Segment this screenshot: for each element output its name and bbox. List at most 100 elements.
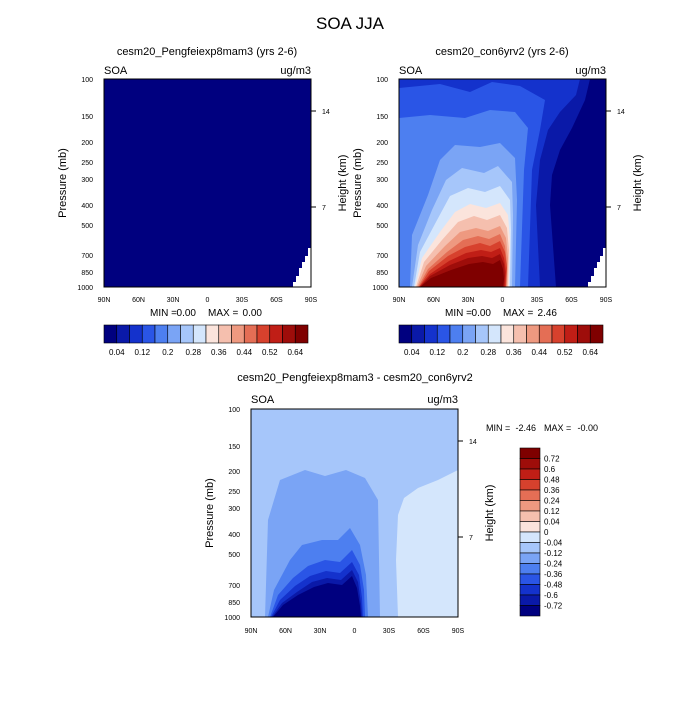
panel-3-right-ticks: 14 7 <box>458 439 477 542</box>
figure-title: SOA JJA <box>316 14 385 33</box>
y-tick-label: 500 <box>376 223 388 230</box>
y-tick-label: 200 <box>81 140 93 147</box>
colorbar-swatch <box>269 324 283 344</box>
colorbar-label: 0.36 <box>506 348 522 357</box>
colorbar-label: 0.04 <box>404 348 420 357</box>
y-tick-label: 150 <box>228 444 240 451</box>
x-tick-label: 60S <box>565 297 578 304</box>
x-tick-label: 90S <box>452 628 465 635</box>
colorbar-swatch <box>519 552 541 564</box>
colorbar-swatch <box>462 324 476 344</box>
y-tick-label: 250 <box>228 489 240 496</box>
colorbar-swatch <box>519 531 541 543</box>
panel-2-left-string: SOA <box>399 65 423 77</box>
colorbar-swatch <box>519 521 541 533</box>
colorbar-swatch <box>116 324 130 344</box>
panel-2-right-string: ug/m3 <box>575 65 606 77</box>
colorbar-swatch <box>167 324 181 344</box>
x-tick-label: 60N <box>427 297 440 304</box>
colorbar-label: 0.44 <box>236 348 252 357</box>
min-label: MIN = <box>445 308 472 319</box>
y-tick-label: 300 <box>81 177 93 184</box>
y-tick-label: 300 <box>376 177 388 184</box>
panel-1-right-string: ug/m3 <box>280 65 311 77</box>
panel-3-x-ticks: 90N 60N 30N 0 30S 60S 90S <box>245 628 465 635</box>
x-tick-label: 30N <box>314 628 327 635</box>
colorbar-swatch <box>500 324 515 344</box>
y-tick-label: 200 <box>376 140 388 147</box>
colorbar-swatch <box>519 563 541 575</box>
x-tick-label: 60N <box>132 297 145 304</box>
colorbar-label: 0.12 <box>429 348 445 357</box>
colorbar-label: 0.24 <box>544 497 560 506</box>
y-tick-label: 700 <box>228 583 240 590</box>
y-tick-label: 150 <box>376 114 388 121</box>
panel-2-ylabel: Pressure (mb) <box>352 148 364 218</box>
contour-fill-level-15 <box>420 260 504 287</box>
colorbar-label: 0.36 <box>211 348 227 357</box>
panel-3-right-string: ug/m3 <box>427 394 458 406</box>
y-tick-label: 200 <box>228 469 240 476</box>
colorbar-swatch <box>519 605 541 617</box>
x-tick-label: 90S <box>600 297 613 304</box>
panel-1-y-ticks: 100 150 200 250 300 400 500 700 850 1000 <box>77 77 93 292</box>
missing-data-region <box>293 248 311 287</box>
panel-1-title: cesm20_Pengfeiexp8mam3 (yrs 2-6) <box>117 46 297 58</box>
x-tick-label: 60S <box>417 628 430 635</box>
colorbar-swatch <box>411 324 425 344</box>
panel-3-ylabel-right: Height (km) <box>484 485 496 542</box>
max-label: MAX = <box>503 308 533 319</box>
y-tick-label: 850 <box>81 270 93 277</box>
colorbar-label: 0.44 <box>531 348 547 357</box>
y-tick-label: 250 <box>376 160 388 167</box>
panel-3: cesm20_Pengfeiexp8mam3 - cesm20_con6yrv2… <box>204 372 598 635</box>
panel-1-right-ticks: 14 7 <box>311 109 330 212</box>
y-tick-label: 1000 <box>372 285 388 292</box>
colorbar-swatch <box>205 324 220 344</box>
colorbar-swatch <box>589 324 604 344</box>
panel-2-x-ticks: 90N 60N 30N 0 30S 60S 90S <box>393 297 613 304</box>
colorbar-swatch <box>564 324 578 344</box>
panel-1-frame <box>103 78 312 288</box>
y-tick-label: 150 <box>81 114 93 121</box>
colorbar-label: 0.6 <box>544 465 556 474</box>
panel-3-plot-area <box>251 409 458 617</box>
y-tick-label: 250 <box>81 160 93 167</box>
y-tick-label: 1000 <box>77 285 93 292</box>
colorbar-swatch <box>231 324 245 344</box>
colorbar-label: 0.36 <box>544 486 560 495</box>
colorbar-label: -0.72 <box>544 602 563 611</box>
max-value: -0.00 <box>577 423 598 433</box>
colorbar-swatch <box>192 324 207 344</box>
colorbar-label: -0.6 <box>544 591 558 600</box>
colorbar-swatch <box>294 324 309 344</box>
y-tick-label: 100 <box>228 407 240 414</box>
x-tick-label: 60N <box>279 628 292 635</box>
panel-1-ylabel-right: Height (km) <box>337 155 349 212</box>
colorbar-swatch <box>398 324 413 344</box>
min-label: MIN = <box>150 308 177 319</box>
panel-1-plot-area <box>104 79 311 287</box>
colorbar-label: -0.24 <box>544 560 563 569</box>
panel-2-title: cesm20_con6yrv2 (yrs 2-6) <box>435 46 568 58</box>
min-value: 0.00 <box>472 308 492 319</box>
x-tick-label: 0 <box>353 628 357 635</box>
panel-2-stats: MIN = 0.00 MAX = 2.46 <box>445 308 557 319</box>
y-tick-label: 400 <box>228 532 240 539</box>
height-tick-label: 7 <box>322 205 326 212</box>
x-tick-label: 30N <box>462 297 475 304</box>
panel-3-title: cesm20_Pengfeiexp8mam3 - cesm20_con6yrv2 <box>237 372 472 384</box>
colorbar-swatch <box>519 468 541 480</box>
panel-2: cesm20_con6yrv2 (yrs 2-6) SOA ug/m3 100 … <box>352 46 644 357</box>
colorbar-swatch <box>256 324 271 344</box>
y-tick-label: 500 <box>81 223 93 230</box>
colorbar-swatch <box>577 324 591 344</box>
x-tick-label: 30S <box>531 297 544 304</box>
colorbar-swatch <box>282 324 296 344</box>
panel-2-right-ticks: 14 7 <box>606 109 625 212</box>
colorbar-label: 0.64 <box>287 348 303 357</box>
max-value: 2.46 <box>538 308 558 319</box>
panel-3-colorbar: 0.720.6 0.480.36 0.240.12 0.040 -0.04-0.12 -0… <box>519 447 563 617</box>
panel-2-ylabel-right: Height (km) <box>632 155 644 212</box>
colorbar-swatch <box>424 324 438 344</box>
